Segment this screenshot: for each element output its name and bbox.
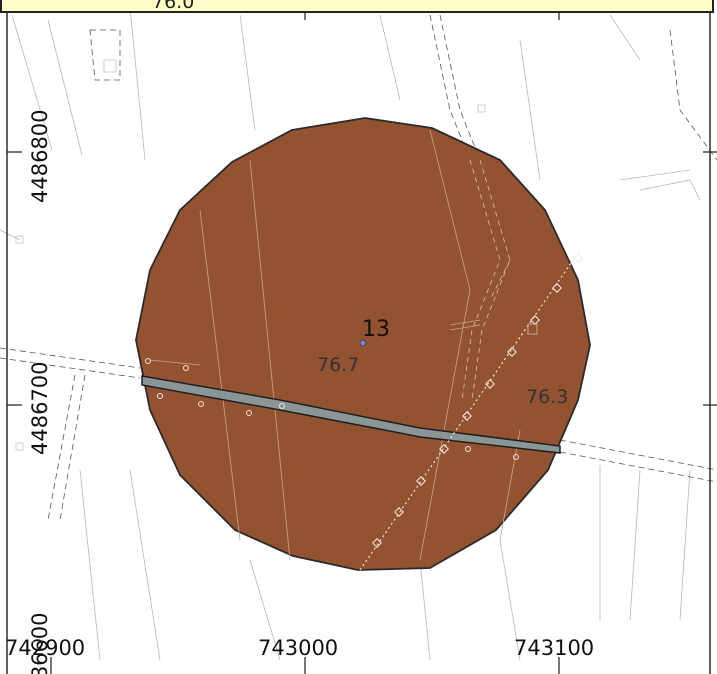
road-marker	[513, 454, 519, 460]
elevation-label: 76.3	[526, 386, 568, 408]
elevation-label: 76.7	[317, 354, 359, 376]
line-marker	[416, 476, 426, 486]
line-markers	[372, 253, 583, 548]
road-marker	[145, 358, 151, 364]
x-tick-label: 742900	[5, 636, 85, 660]
feature-label: 13	[362, 317, 390, 342]
line-marker	[394, 507, 404, 517]
x-tick-label: 743100	[514, 636, 594, 660]
survey-point[interactable]	[359, 339, 367, 347]
road-marker	[246, 410, 252, 416]
road-marker	[183, 365, 189, 371]
line-marker	[372, 538, 382, 548]
building-outline	[527, 323, 538, 335]
road-markers	[145, 358, 519, 460]
line-marker	[507, 347, 517, 357]
road-marker	[157, 393, 163, 399]
y-axis	[7, 151, 717, 406]
parcel-lines	[0, 7, 701, 661]
small-parcel-squares	[15, 59, 486, 451]
line-marker	[485, 379, 495, 389]
road-marker	[465, 446, 471, 452]
y-tick-label: 4486800	[28, 109, 52, 203]
road-segment[interactable]	[141, 375, 561, 454]
y-tick-label: 4486700	[28, 361, 52, 455]
map-title-text: 76.0	[152, 0, 195, 13]
road-marker	[279, 403, 285, 409]
line-marker	[462, 411, 472, 421]
line-marker	[552, 283, 562, 293]
x-tick-label: 743000	[258, 636, 338, 660]
buffer-dashed-lines	[461, 159, 511, 401]
line-marker	[439, 444, 449, 454]
road-marker	[198, 401, 204, 407]
line-marker	[530, 315, 540, 325]
map-title-banner: 76.0	[0, 0, 714, 13]
line-marker	[573, 253, 583, 263]
y-tick-label: 4486600	[28, 612, 52, 674]
